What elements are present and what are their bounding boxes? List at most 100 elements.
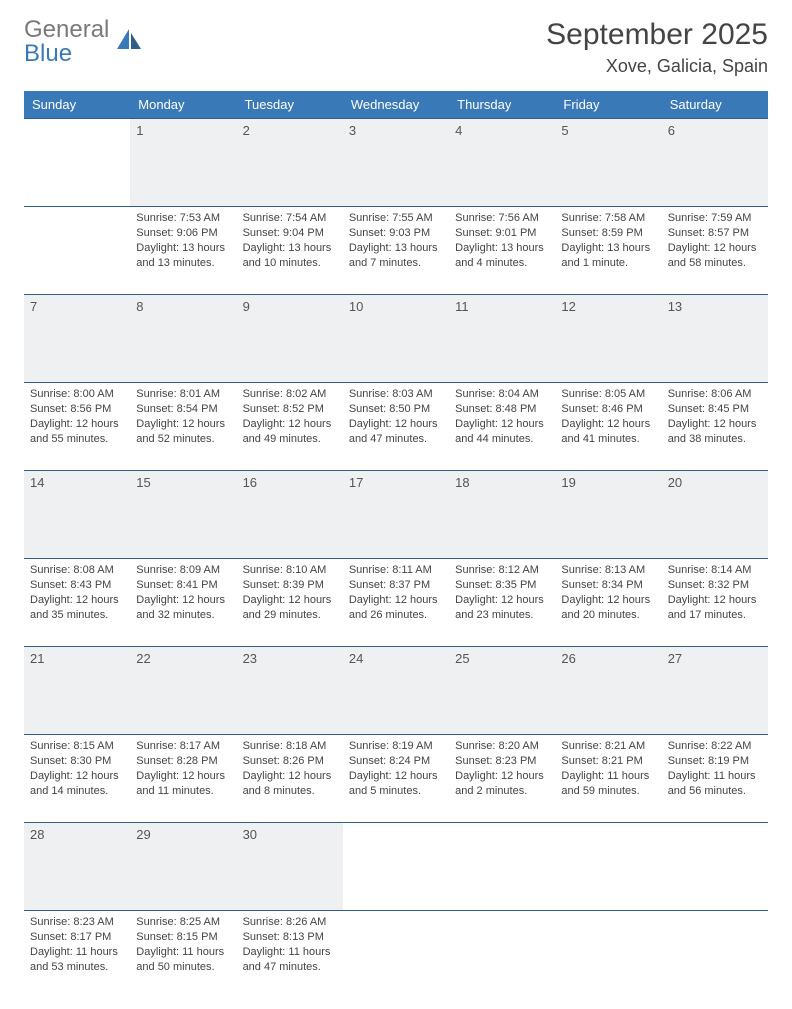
sunrise-text: Sunrise: 8:00 AM	[30, 387, 124, 402]
sunrise-text: Sunrise: 8:03 AM	[349, 387, 443, 402]
day-number-cell	[24, 119, 130, 207]
sunset-text: Sunset: 8:13 PM	[243, 930, 337, 945]
month-title: September 2025	[546, 18, 768, 52]
day-number-cell: 1	[130, 119, 236, 207]
header: General Blue September 2025 Xove, Galici…	[24, 18, 768, 77]
sunrise-text: Sunrise: 8:09 AM	[136, 563, 230, 578]
day-number-cell: 7	[24, 295, 130, 383]
daylight-text-1: Daylight: 12 hours	[30, 769, 124, 784]
daylight-text-2: and 47 minutes.	[243, 960, 337, 975]
daylight-text-1: Daylight: 12 hours	[243, 769, 337, 784]
weekday-header-cell: Sunday	[24, 91, 130, 119]
weekday-header-cell: Friday	[555, 91, 661, 119]
daylight-text-1: Daylight: 12 hours	[561, 417, 655, 432]
day-number-cell: 29	[130, 823, 236, 911]
day-number-cell	[662, 823, 768, 911]
day-number-cell	[449, 823, 555, 911]
day-number-cell: 28	[24, 823, 130, 911]
day-data-cell: Sunrise: 8:10 AMSunset: 8:39 PMDaylight:…	[237, 559, 343, 647]
day-data-cell: Sunrise: 8:21 AMSunset: 8:21 PMDaylight:…	[555, 735, 661, 823]
day-number-cell: 23	[237, 647, 343, 735]
day-data-cell: Sunrise: 8:15 AMSunset: 8:30 PMDaylight:…	[24, 735, 130, 823]
sunset-text: Sunset: 8:45 PM	[668, 402, 762, 417]
day-data-cell: Sunrise: 8:12 AMSunset: 8:35 PMDaylight:…	[449, 559, 555, 647]
day-data-row: Sunrise: 7:53 AMSunset: 9:06 PMDaylight:…	[24, 207, 768, 295]
sunset-text: Sunset: 8:57 PM	[668, 226, 762, 241]
sunrise-text: Sunrise: 8:22 AM	[668, 739, 762, 754]
day-number-cell: 20	[662, 471, 768, 559]
day-number-cell: 21	[24, 647, 130, 735]
brand-name-blue: Blue	[24, 40, 72, 67]
daylight-text-2: and 13 minutes.	[136, 256, 230, 271]
calendar-table: SundayMondayTuesdayWednesdayThursdayFrid…	[24, 91, 768, 999]
sunrise-text: Sunrise: 8:11 AM	[349, 563, 443, 578]
sunset-text: Sunset: 8:39 PM	[243, 578, 337, 593]
day-number-cell: 12	[555, 295, 661, 383]
sunrise-text: Sunrise: 8:21 AM	[561, 739, 655, 754]
daylight-text-2: and 32 minutes.	[136, 608, 230, 623]
daylight-text-2: and 55 minutes.	[30, 432, 124, 447]
sunset-text: Sunset: 8:17 PM	[30, 930, 124, 945]
day-number-cell: 4	[449, 119, 555, 207]
day-number-cell: 22	[130, 647, 236, 735]
day-number-cell: 8	[130, 295, 236, 383]
day-data-cell: Sunrise: 8:03 AMSunset: 8:50 PMDaylight:…	[343, 383, 449, 471]
day-data-cell: Sunrise: 8:23 AMSunset: 8:17 PMDaylight:…	[24, 911, 130, 999]
daylight-text-2: and 49 minutes.	[243, 432, 337, 447]
sunset-text: Sunset: 8:23 PM	[455, 754, 549, 769]
day-number-row: 282930	[24, 823, 768, 911]
day-data-cell: Sunrise: 8:18 AMSunset: 8:26 PMDaylight:…	[237, 735, 343, 823]
day-data-cell: Sunrise: 7:59 AMSunset: 8:57 PMDaylight:…	[662, 207, 768, 295]
daylight-text-1: Daylight: 12 hours	[349, 417, 443, 432]
day-number-cell: 16	[237, 471, 343, 559]
sunrise-text: Sunrise: 8:25 AM	[136, 915, 230, 930]
daylight-text-2: and 11 minutes.	[136, 784, 230, 799]
sunset-text: Sunset: 8:48 PM	[455, 402, 549, 417]
daylight-text-2: and 17 minutes.	[668, 608, 762, 623]
daylight-text-2: and 8 minutes.	[243, 784, 337, 799]
day-data-cell: Sunrise: 8:05 AMSunset: 8:46 PMDaylight:…	[555, 383, 661, 471]
brand-name-grey: General	[24, 16, 109, 43]
day-data-cell	[555, 911, 661, 999]
sunrise-text: Sunrise: 8:10 AM	[243, 563, 337, 578]
day-data-cell: Sunrise: 8:06 AMSunset: 8:45 PMDaylight:…	[662, 383, 768, 471]
sunset-text: Sunset: 8:37 PM	[349, 578, 443, 593]
day-data-cell: Sunrise: 8:22 AMSunset: 8:19 PMDaylight:…	[662, 735, 768, 823]
day-data-cell: Sunrise: 8:00 AMSunset: 8:56 PMDaylight:…	[24, 383, 130, 471]
sunset-text: Sunset: 8:26 PM	[243, 754, 337, 769]
daylight-text-1: Daylight: 12 hours	[30, 593, 124, 608]
title-block: September 2025 Xove, Galicia, Spain	[546, 18, 768, 77]
sunrise-text: Sunrise: 7:55 AM	[349, 211, 443, 226]
daylight-text-1: Daylight: 12 hours	[668, 417, 762, 432]
day-data-cell	[449, 911, 555, 999]
day-number-cell: 14	[24, 471, 130, 559]
weekday-header: SundayMondayTuesdayWednesdayThursdayFrid…	[24, 91, 768, 119]
daylight-text-1: Daylight: 12 hours	[668, 241, 762, 256]
day-number-cell: 17	[343, 471, 449, 559]
day-data-cell: Sunrise: 7:56 AMSunset: 9:01 PMDaylight:…	[449, 207, 555, 295]
daylight-text-2: and 4 minutes.	[455, 256, 549, 271]
daylight-text-2: and 14 minutes.	[30, 784, 124, 799]
day-data-cell	[24, 207, 130, 295]
daylight-text-2: and 52 minutes.	[136, 432, 230, 447]
day-data-cell	[343, 911, 449, 999]
sunset-text: Sunset: 8:19 PM	[668, 754, 762, 769]
day-data-row: Sunrise: 8:00 AMSunset: 8:56 PMDaylight:…	[24, 383, 768, 471]
day-data-cell: Sunrise: 8:04 AMSunset: 8:48 PMDaylight:…	[449, 383, 555, 471]
day-data-cell: Sunrise: 8:14 AMSunset: 8:32 PMDaylight:…	[662, 559, 768, 647]
weekday-header-cell: Thursday	[449, 91, 555, 119]
day-number-cell	[555, 823, 661, 911]
sunset-text: Sunset: 9:06 PM	[136, 226, 230, 241]
sunset-text: Sunset: 8:35 PM	[455, 578, 549, 593]
sunrise-text: Sunrise: 8:17 AM	[136, 739, 230, 754]
sunrise-text: Sunrise: 8:08 AM	[30, 563, 124, 578]
sunrise-text: Sunrise: 8:12 AM	[455, 563, 549, 578]
sunrise-text: Sunrise: 8:20 AM	[455, 739, 549, 754]
day-number-cell: 13	[662, 295, 768, 383]
daylight-text-1: Daylight: 11 hours	[136, 945, 230, 960]
sunrise-text: Sunrise: 8:01 AM	[136, 387, 230, 402]
day-data-cell: Sunrise: 7:55 AMSunset: 9:03 PMDaylight:…	[343, 207, 449, 295]
sunset-text: Sunset: 9:03 PM	[349, 226, 443, 241]
daylight-text-1: Daylight: 13 hours	[561, 241, 655, 256]
sunrise-text: Sunrise: 8:02 AM	[243, 387, 337, 402]
